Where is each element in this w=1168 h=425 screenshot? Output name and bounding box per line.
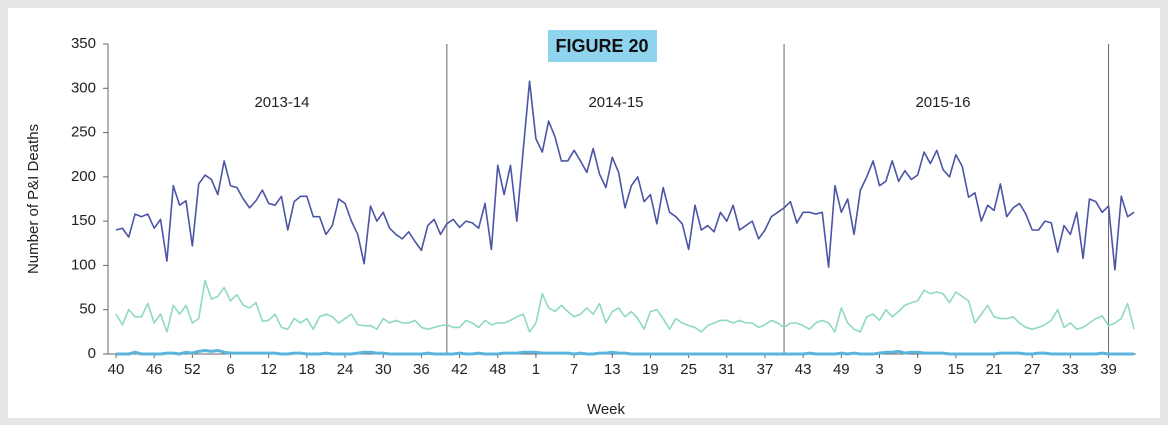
x-tick-label: 9 [914, 361, 922, 378]
x-tick-label: 6 [226, 361, 234, 378]
x-tick-label: 25 [680, 361, 697, 378]
x-tick-label: 46 [146, 361, 163, 378]
x-tick-label: 1 [532, 361, 540, 378]
y-tick-label: 100 [71, 256, 96, 273]
y-tick-label: 350 [71, 35, 96, 52]
x-tick-label: 43 [795, 361, 812, 378]
series-line [116, 348, 1134, 356]
x-axis-label: Week [587, 401, 626, 418]
title-box [548, 30, 657, 62]
x-tick-label: 7 [570, 361, 578, 378]
x-tick-label: 52 [184, 361, 201, 378]
y-tick-label: 0 [88, 345, 96, 362]
x-tick-label: 40 [108, 361, 125, 378]
y-tick-label: 50 [79, 301, 96, 318]
series-line [115, 279, 1135, 333]
x-tick-label: 13 [604, 361, 621, 378]
chart-panel [8, 8, 1160, 418]
y-axis-label: Number of P&I Deaths [25, 124, 42, 274]
x-tick-label: 37 [757, 361, 774, 378]
x-tick-label: 21 [986, 361, 1003, 378]
x-tick-label: 19 [642, 361, 659, 378]
y-tick-label: 200 [71, 168, 96, 185]
x-tick-label: 33 [1062, 361, 1079, 378]
x-tick-label: 48 [489, 361, 506, 378]
chart-title: FIGURE 20 [555, 36, 648, 56]
x-tick-label: 31 [718, 361, 735, 378]
x-tick-label: 39 [1100, 361, 1117, 378]
season-label: 2015-16 [915, 94, 970, 111]
x-tick-label: 30 [375, 361, 392, 378]
y-tick-label: 250 [71, 124, 96, 141]
x-tick-label: 27 [1024, 361, 1041, 378]
x-tick-label: 49 [833, 361, 850, 378]
y-tick-label: 300 [71, 79, 96, 96]
x-tick-label: 15 [948, 361, 965, 378]
y-tick-label: 150 [71, 212, 96, 229]
x-tick-label: 18 [299, 361, 316, 378]
x-tick-label: 36 [413, 361, 430, 378]
season-label: 2013-14 [254, 94, 309, 111]
x-tick-label: 3 [875, 361, 883, 378]
x-tick-label: 42 [451, 361, 468, 378]
season-label: 2014-15 [588, 94, 643, 111]
x-tick-label: 12 [260, 361, 277, 378]
x-tick-label: 24 [337, 361, 354, 378]
series-line [115, 80, 1135, 271]
